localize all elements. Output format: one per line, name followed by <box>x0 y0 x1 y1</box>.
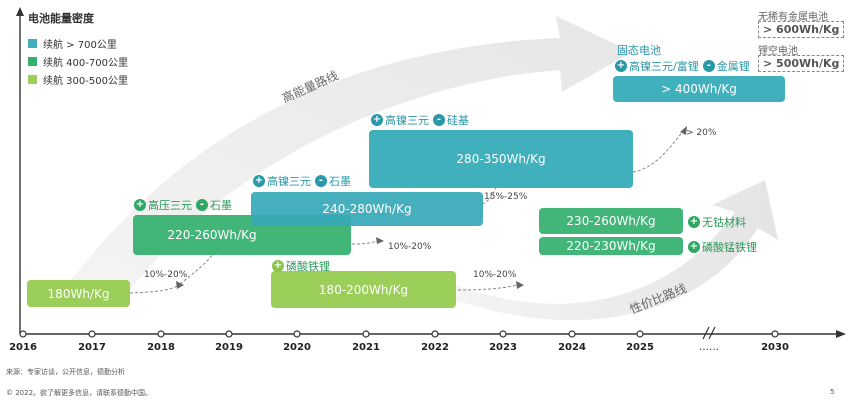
box-240-280wh: 240-280Wh/Kg <box>251 192 483 226</box>
tag-high-nickel-silicon: + 高镍三元 - 硅基 <box>371 114 469 127</box>
pct-2022-2023: 15%-25% <box>484 192 528 202</box>
pct-2025: > 20% <box>686 128 717 138</box>
year-label: 2024 <box>558 342 586 353</box>
box-230-260wh: 230-260Wh/Kg <box>539 208 683 234</box>
tag-lmfp: + 磷酸锰铁锂 <box>688 241 757 254</box>
box-180wh: 180Wh/Kg <box>27 280 130 307</box>
year-label: 2022 <box>421 342 449 353</box>
high-energy-route-arrow <box>70 16 632 290</box>
solid-state-title: 固态电池 <box>617 44 661 57</box>
legend-swatch-teal <box>28 39 37 48</box>
year-label: 2020 <box>283 342 311 353</box>
legend-swatch-lime <box>28 75 37 84</box>
future-label-rare-metal-free: 无稀有金属电池 <box>758 12 828 23</box>
year-label: 2025 <box>626 342 654 353</box>
year-label: 2018 <box>147 342 175 353</box>
copyright: © 2022。欲了解更多信息，请联系德勤中国。 <box>6 389 153 397</box>
year-label: 2019 <box>215 342 243 353</box>
box-over-400wh: > 400Wh/Kg <box>613 76 785 102</box>
year-label: 2023 <box>489 342 517 353</box>
plus-icon: + <box>688 216 700 228</box>
legend-item-over-700km: 续航 > 700公里 <box>28 36 117 51</box>
plus-icon: + <box>272 260 284 272</box>
legend-swatch-green <box>28 57 37 66</box>
plus-icon: + <box>134 199 146 211</box>
plus-icon: + <box>688 241 700 253</box>
legend-item-300-500km: 续航 300-500公里 <box>28 72 128 87</box>
source-note: 来源：专家访谈，公开信息，德勤分析 <box>6 368 125 376</box>
pct-2017-2018: 10%-20% <box>144 270 188 280</box>
minus-icon: - <box>433 114 445 126</box>
year-label: 2021 <box>352 342 380 353</box>
tag-high-nickel-graphite: + 高镍三元 - 石墨 <box>253 175 351 188</box>
box-220-230wh: 220-230Wh/Kg <box>539 237 683 255</box>
pct-2022-2024: 10%-20% <box>473 270 517 280</box>
year-label: 2030 <box>761 342 789 353</box>
page-number: 5 <box>830 388 835 396</box>
plus-icon: + <box>615 60 627 72</box>
minus-icon: - <box>196 199 208 211</box>
minus-icon: - <box>702 60 715 72</box>
chart-title: 电池能量密度 <box>28 12 94 25</box>
minus-icon: - <box>315 175 327 187</box>
tag-lfp: + 磷酸铁锂 <box>272 260 330 273</box>
pct-2020-2021: 10%-20% <box>388 242 432 252</box>
year-label: 2016 <box>9 342 37 353</box>
box-280-350wh: 280-350Wh/Kg <box>369 130 633 188</box>
year-label: 2017 <box>78 342 106 353</box>
box-180-200wh: 180-200Wh/Kg <box>271 271 456 308</box>
legend-item-400-700km: 续航 400-700公里 <box>28 54 128 69</box>
future-value-500wh: > 500Wh/Kg <box>758 55 845 72</box>
future-label-lithium-air: 锂空电池 <box>758 46 798 57</box>
plus-icon: + <box>371 114 383 126</box>
plus-icon: + <box>253 175 265 187</box>
year-ellipsis: …… <box>699 342 719 353</box>
tag-high-voltage-graphite: + 高压三元 - 石墨 <box>134 199 232 212</box>
future-value-600wh: > 600Wh/Kg <box>758 21 845 38</box>
tag-cobalt-free: + 无钴材料 <box>688 216 746 229</box>
cost-performance-route-arrow <box>455 180 778 321</box>
tag-solid-state: + 高镍三元/富锂 - 金属锂 <box>615 60 750 73</box>
